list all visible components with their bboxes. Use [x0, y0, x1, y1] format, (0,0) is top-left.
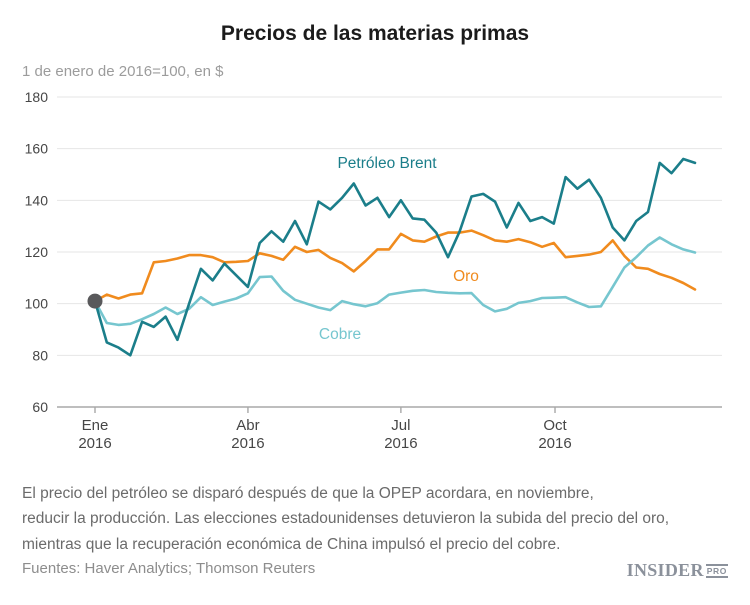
x-axis-tick-label: Ene [82, 417, 109, 434]
x-axis-tick-sublabel: 2016 [78, 435, 111, 452]
chart-subtitle: 1 de enero de 2016=100, en $ [22, 63, 224, 80]
logo-main-text: INSIDER [626, 560, 704, 580]
y-axis-tick-label: 140 [25, 192, 49, 208]
start-marker-dot [87, 293, 103, 309]
series-label-cobre: Cobre [319, 326, 361, 343]
logo-sub-text: PRO [705, 564, 728, 578]
y-axis-tick-label: 100 [25, 296, 49, 312]
footer: Fuentes: Haver Analytics; Thomson Reuter… [22, 560, 728, 581]
series-label-oro: Oro [453, 268, 479, 285]
x-axis-tick-sublabel: 2016 [231, 435, 264, 452]
caption-line: El precio del petróleo se disparó despué… [22, 485, 594, 502]
x-axis-tick-label: Abr [236, 417, 259, 434]
x-axis-tick-label: Jul [391, 417, 410, 434]
series-line-petroleo-brent [93, 157, 697, 357]
series-line-cobre [93, 236, 697, 327]
caption-line: mientras que la recuperación económica d… [22, 535, 561, 553]
caption-line: reducir la producción. Las elecciones es… [22, 510, 670, 528]
caption-text: El precio del petróleo se disparó despué… [22, 481, 734, 557]
x-axis-tick-sublabel: 2016 [538, 435, 571, 452]
y-axis-tick-label: 120 [25, 244, 49, 260]
y-axis-tick-label: 160 [25, 141, 49, 157]
chart-title: Precios de las materias primas [220, 22, 530, 45]
series-label-petroleo-brent: Petróleo Brent [337, 155, 437, 172]
x-axis-tick-sublabel: 2016 [384, 435, 417, 452]
brand-logo: INSIDER PRO [627, 560, 728, 581]
y-axis-tick-label: 80 [32, 347, 48, 363]
x-axis-tick-label: Oct [543, 417, 567, 434]
source-text: Fuentes: Haver Analytics; Thomson Reuter… [22, 560, 316, 577]
series-line-oro [93, 229, 697, 303]
y-axis-tick-label: 180 [25, 89, 49, 105]
y-axis-tick-label: 60 [32, 399, 48, 415]
